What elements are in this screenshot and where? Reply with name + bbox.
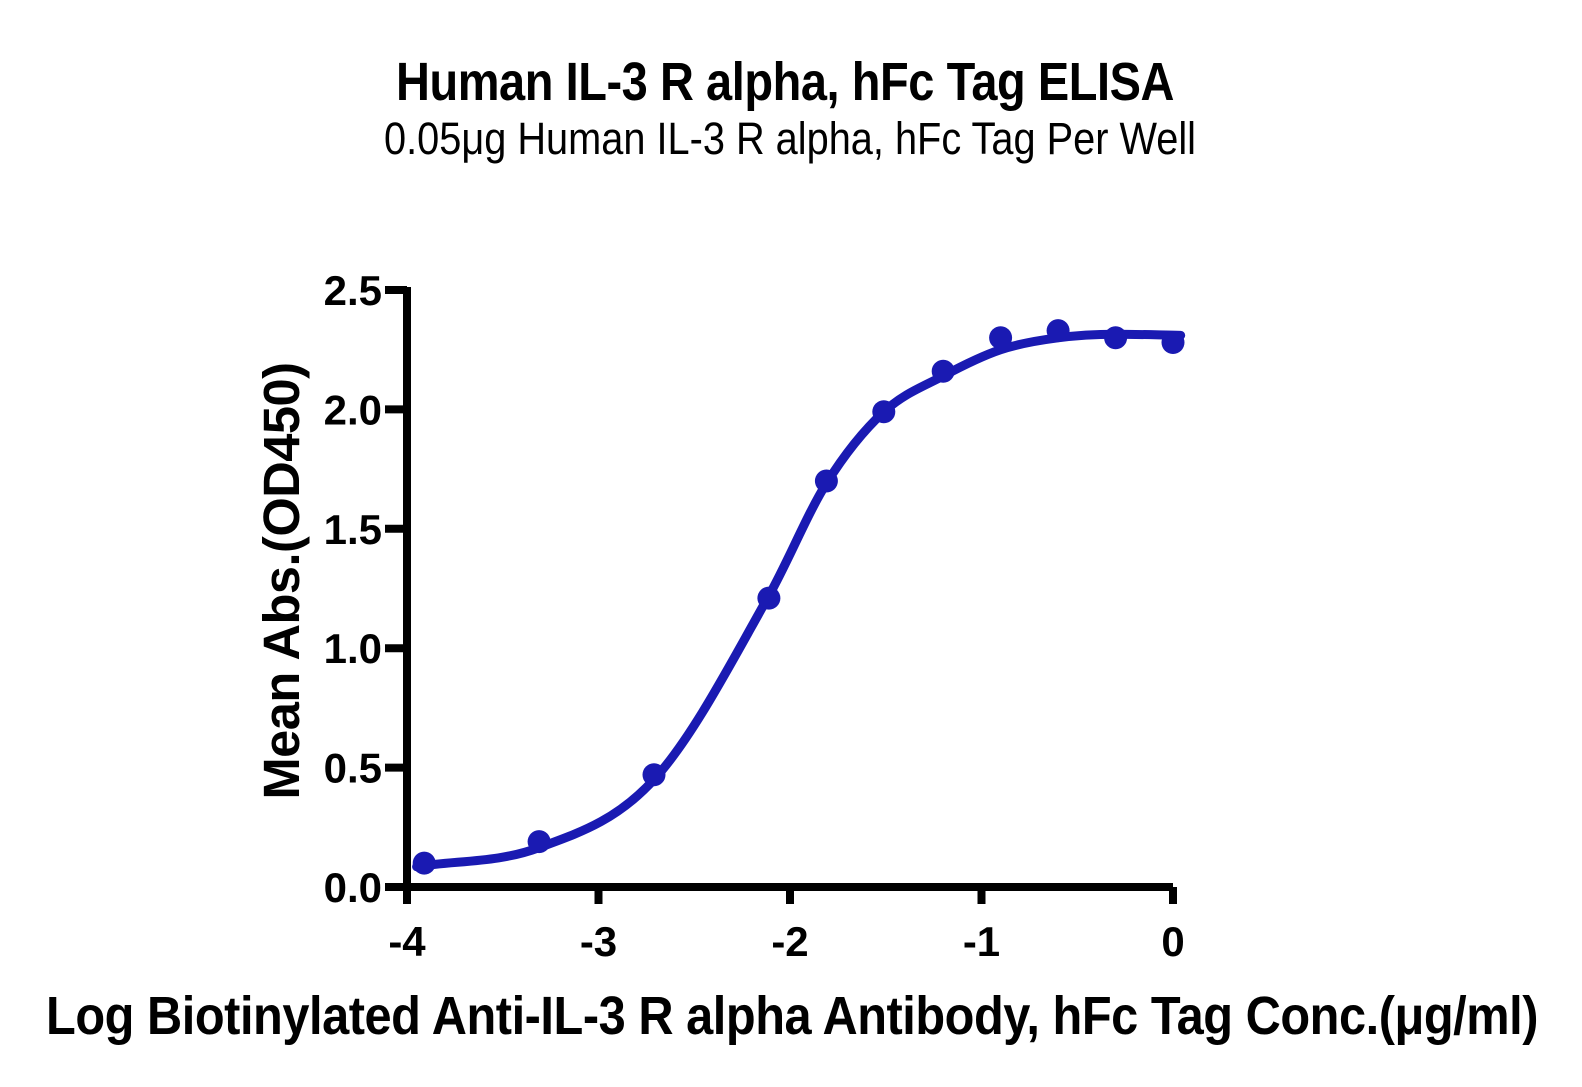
y-tick-label: 1.0 — [324, 625, 382, 672]
axes — [403, 287, 1173, 903]
chart-title: Human IL-3 R alpha, hFc Tag ELISA — [396, 52, 1174, 112]
x-tick-label: -1 — [963, 918, 1000, 965]
x-tick-label: -3 — [580, 918, 617, 965]
x-tick-label: -2 — [771, 918, 808, 965]
x-tick-label: -4 — [388, 918, 426, 965]
data-point — [412, 851, 436, 875]
x-axis-label: Log Biotinylated Anti-IL-3 R alpha Antib… — [46, 986, 1538, 1046]
x-axis-ticks: -4 -3 -2 -1 0 — [388, 887, 1185, 965]
data-point — [757, 586, 781, 610]
data-point — [931, 359, 955, 383]
fit-curve — [412, 329, 1186, 872]
data-points — [412, 319, 1185, 875]
data-point — [1046, 319, 1070, 343]
y-axis-label: Mean Abs.(OD450) — [253, 363, 310, 800]
x-tick-label: 0 — [1161, 918, 1184, 965]
data-point — [527, 830, 551, 854]
y-tick-label: 2.5 — [324, 267, 382, 314]
y-axis-ticks: 0.0 0.5 1.0 1.5 2.0 2.5 — [324, 267, 407, 911]
data-point — [989, 326, 1013, 350]
data-point — [1161, 331, 1185, 354]
y-tick-label: 0.5 — [324, 745, 382, 792]
data-point — [814, 469, 838, 493]
y-tick-label: 0.0 — [324, 864, 382, 911]
chart-subtitle: 0.05μg Human IL-3 R alpha, hFc Tag Per W… — [384, 113, 1196, 164]
data-point — [1104, 326, 1128, 350]
y-tick-label: 2.0 — [324, 386, 382, 433]
y-tick-label: 1.5 — [324, 506, 382, 553]
data-point — [642, 763, 666, 787]
data-point — [872, 400, 896, 424]
